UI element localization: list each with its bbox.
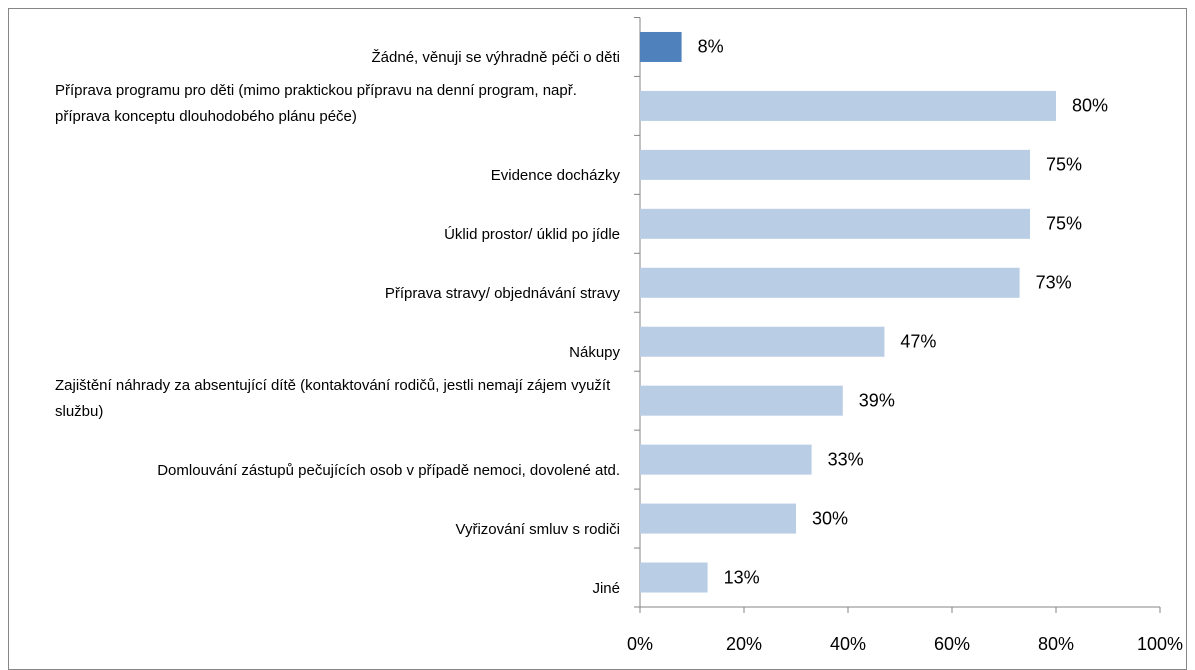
value-label: 30% (812, 508, 848, 528)
bar (640, 31, 682, 62)
bar (640, 503, 796, 534)
category-text: Nákupy (569, 344, 620, 362)
x-tick-label: 0% (627, 634, 653, 654)
category-text: Příprava stravy/ objednávání stravy (384, 285, 620, 303)
x-tick-label: 60% (934, 634, 970, 654)
category-label: Příprava stravy/ objednávání stravy (55, 213, 620, 307)
value-label: 33% (828, 449, 864, 469)
category-text: Jiné (592, 579, 620, 597)
value-label: 73% (1036, 273, 1072, 293)
category-label: Vyřizování smluv s rodiči (55, 449, 621, 543)
value-label: 47% (900, 331, 936, 351)
bar (640, 149, 1030, 180)
x-tick-label: 100% (1137, 634, 1183, 654)
x-tick-label: 80% (1038, 634, 1074, 654)
value-label: 80% (1072, 96, 1108, 116)
category-text: Domlouvání zástupů pečujících osob v pří… (157, 462, 620, 480)
category-text: Příprava programu pro děti (mimo praktic… (55, 82, 577, 126)
category-text: Zajištění náhrady za absentující dítě (k… (55, 377, 611, 421)
category-label: Úklid prostor/ úklid po jídle (55, 154, 620, 248)
x-tick-label: 40% (830, 634, 866, 654)
value-label: 39% (859, 390, 895, 410)
category-label: Žádné, věnuji se výhradně péči o děti (55, 0, 621, 71)
bar (640, 267, 1020, 298)
value-label: 13% (724, 567, 760, 587)
category-text: Vyřizování smluv s rodiči (455, 521, 621, 539)
category-label: Jiné (55, 508, 620, 602)
category-label: Evidence docházky (55, 95, 620, 189)
bar (640, 562, 708, 593)
category-label: Příprava programu pro děti (mimo praktic… (55, 36, 620, 130)
x-tick-label: 20% (726, 634, 762, 654)
category-text: Žádné, věnuji se výhradně péči o děti (371, 49, 621, 67)
value-label: 8% (698, 37, 724, 57)
bar (640, 208, 1030, 239)
bar (640, 90, 1056, 121)
value-label: 75% (1046, 155, 1082, 175)
category-label: Nákupy (55, 272, 620, 366)
category-text: Evidence docházky (490, 167, 620, 185)
category-label: Zajištění náhrady za absentující dítě (k… (55, 331, 620, 425)
bar (640, 326, 885, 357)
bar (640, 385, 843, 416)
value-label: 75% (1046, 214, 1082, 234)
bar (640, 444, 812, 475)
category-label: Domlouvání zástupů pečujících osob v pří… (55, 390, 620, 484)
category-text: Úklid prostor/ úklid po jídle (444, 226, 620, 244)
